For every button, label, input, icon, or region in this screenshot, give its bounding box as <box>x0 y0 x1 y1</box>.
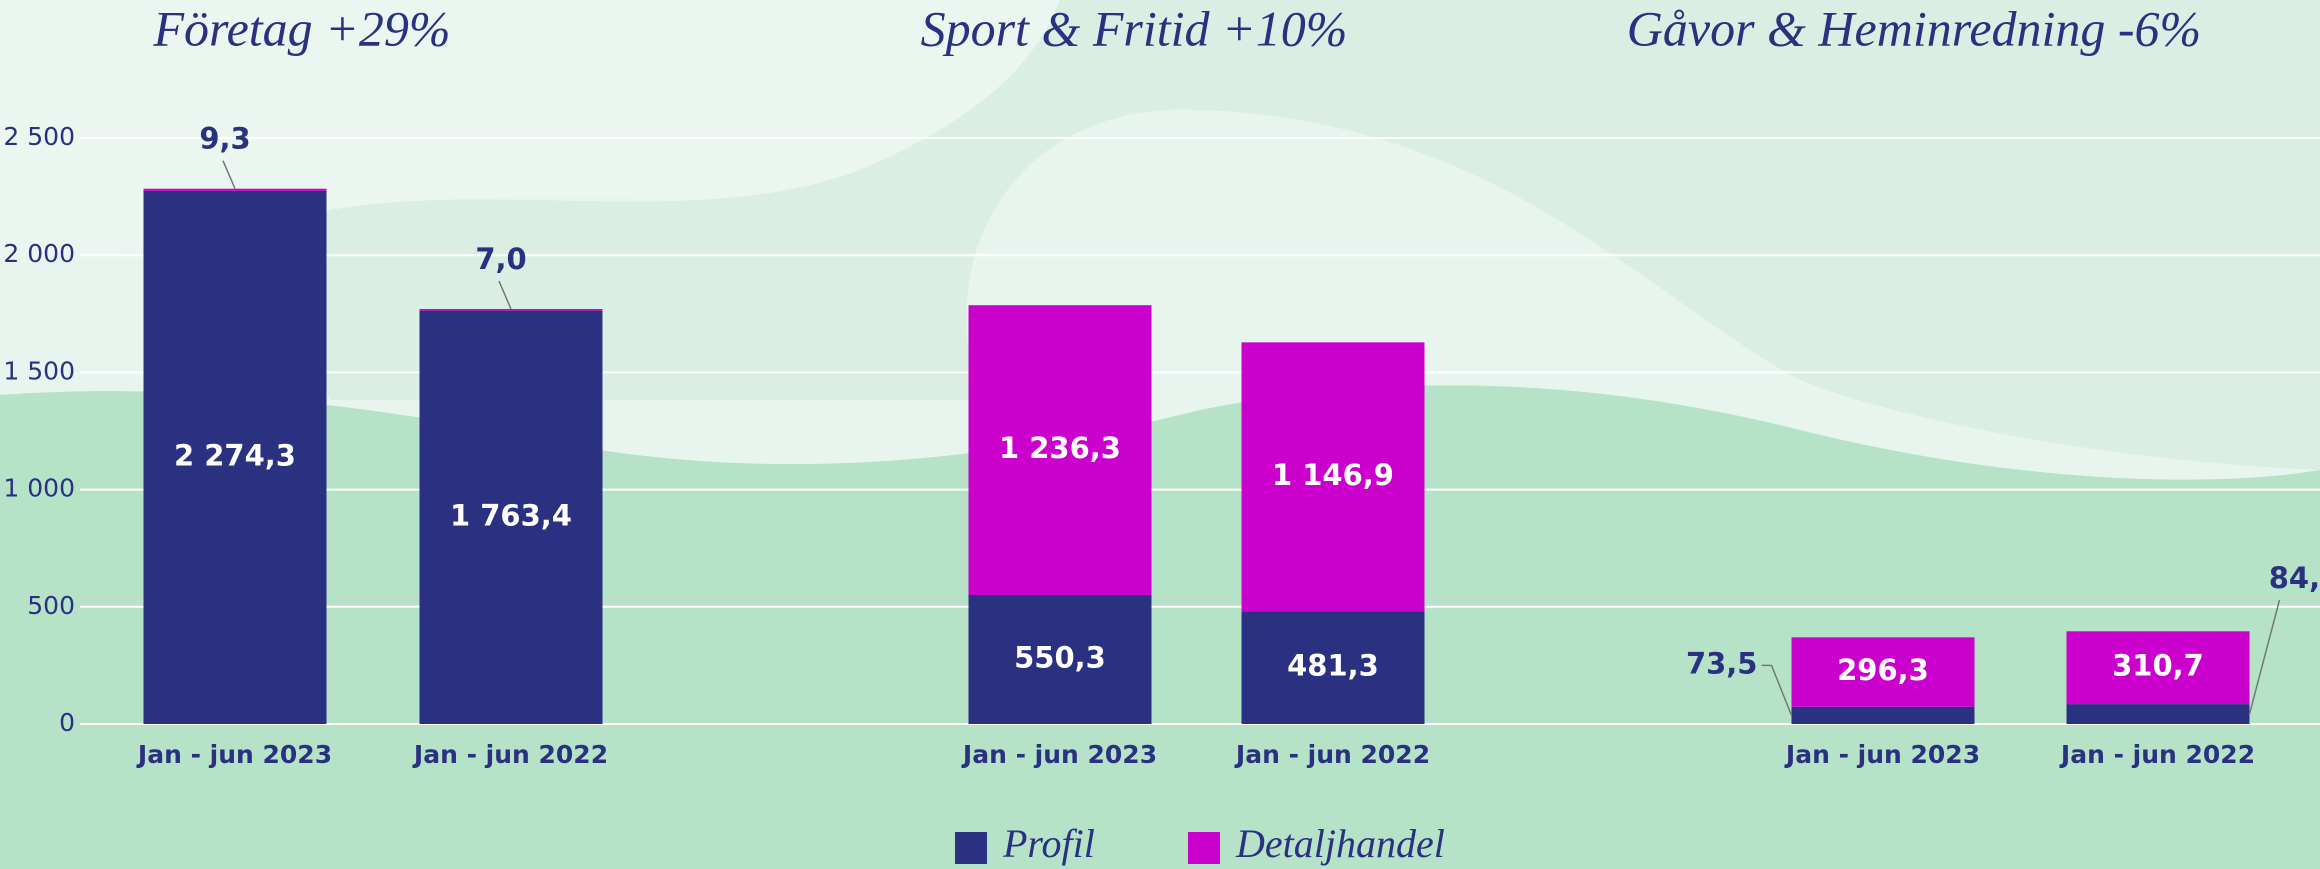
x-tick-label: Jan - jun 2023 <box>961 740 1157 769</box>
background-wave <box>307 0 2320 470</box>
y-tick-label: 1 500 <box>3 356 75 385</box>
legend-swatch <box>955 832 987 864</box>
value-label: 73,5 <box>1686 646 1758 680</box>
bar-segment <box>419 310 603 724</box>
group-title: Sport & Fritid +10% <box>921 0 1348 56</box>
bar-segment <box>1791 637 1975 707</box>
leader-line <box>498 280 512 310</box>
y-tick-label: 1 000 <box>3 474 75 503</box>
bar-segment <box>143 188 327 191</box>
value-label: 2 274,3 <box>174 438 296 472</box>
value-label: 1 146,9 <box>1272 458 1394 492</box>
value-label: 310,7 <box>2112 649 2204 683</box>
legend-label: Detaljhandel <box>1235 821 1445 866</box>
bar-segment <box>143 190 327 725</box>
leader-line <box>1770 665 1793 716</box>
value-label: 296,3 <box>1837 653 1929 687</box>
bar-segment <box>1241 611 1425 724</box>
bar-segment <box>968 595 1152 724</box>
group-title: Gåvor & Heminredning -6% <box>1627 0 2201 56</box>
y-tick-label: 2 500 <box>3 122 75 151</box>
value-label: 1 236,3 <box>999 431 1121 465</box>
value-label: 1 763,4 <box>450 498 572 532</box>
x-tick-label: Jan - jun 2023 <box>136 740 332 769</box>
bar-segment <box>2066 631 2250 705</box>
bar-segment <box>419 309 603 311</box>
leader-line <box>2248 599 2281 715</box>
y-tick-label: 0 <box>59 708 75 737</box>
bar-segment <box>2066 704 2250 724</box>
bar-segment <box>1791 706 1975 724</box>
x-tick-label: Jan - jun 2022 <box>1234 740 1430 769</box>
x-tick-label: Jan - jun 2022 <box>2059 740 2255 769</box>
legend-label: Profil <box>1002 821 1095 866</box>
bar-segment <box>968 305 1152 596</box>
value-label: 84,8 <box>2269 561 2320 595</box>
y-tick-label: 2 000 <box>3 239 75 268</box>
value-label: 7,0 <box>475 242 526 276</box>
leader-line <box>222 160 236 190</box>
bar-segment <box>1241 342 1425 612</box>
group-title: Företag +29% <box>152 0 450 56</box>
y-tick-label: 500 <box>27 591 75 620</box>
x-tick-label: Jan - jun 2023 <box>1784 740 1980 769</box>
x-tick-label: Jan - jun 2022 <box>412 740 608 769</box>
value-label: 481,3 <box>1287 649 1379 683</box>
value-label: 9,3 <box>199 122 250 156</box>
value-label: 550,3 <box>1014 641 1106 675</box>
legend-swatch <box>1188 832 1220 864</box>
